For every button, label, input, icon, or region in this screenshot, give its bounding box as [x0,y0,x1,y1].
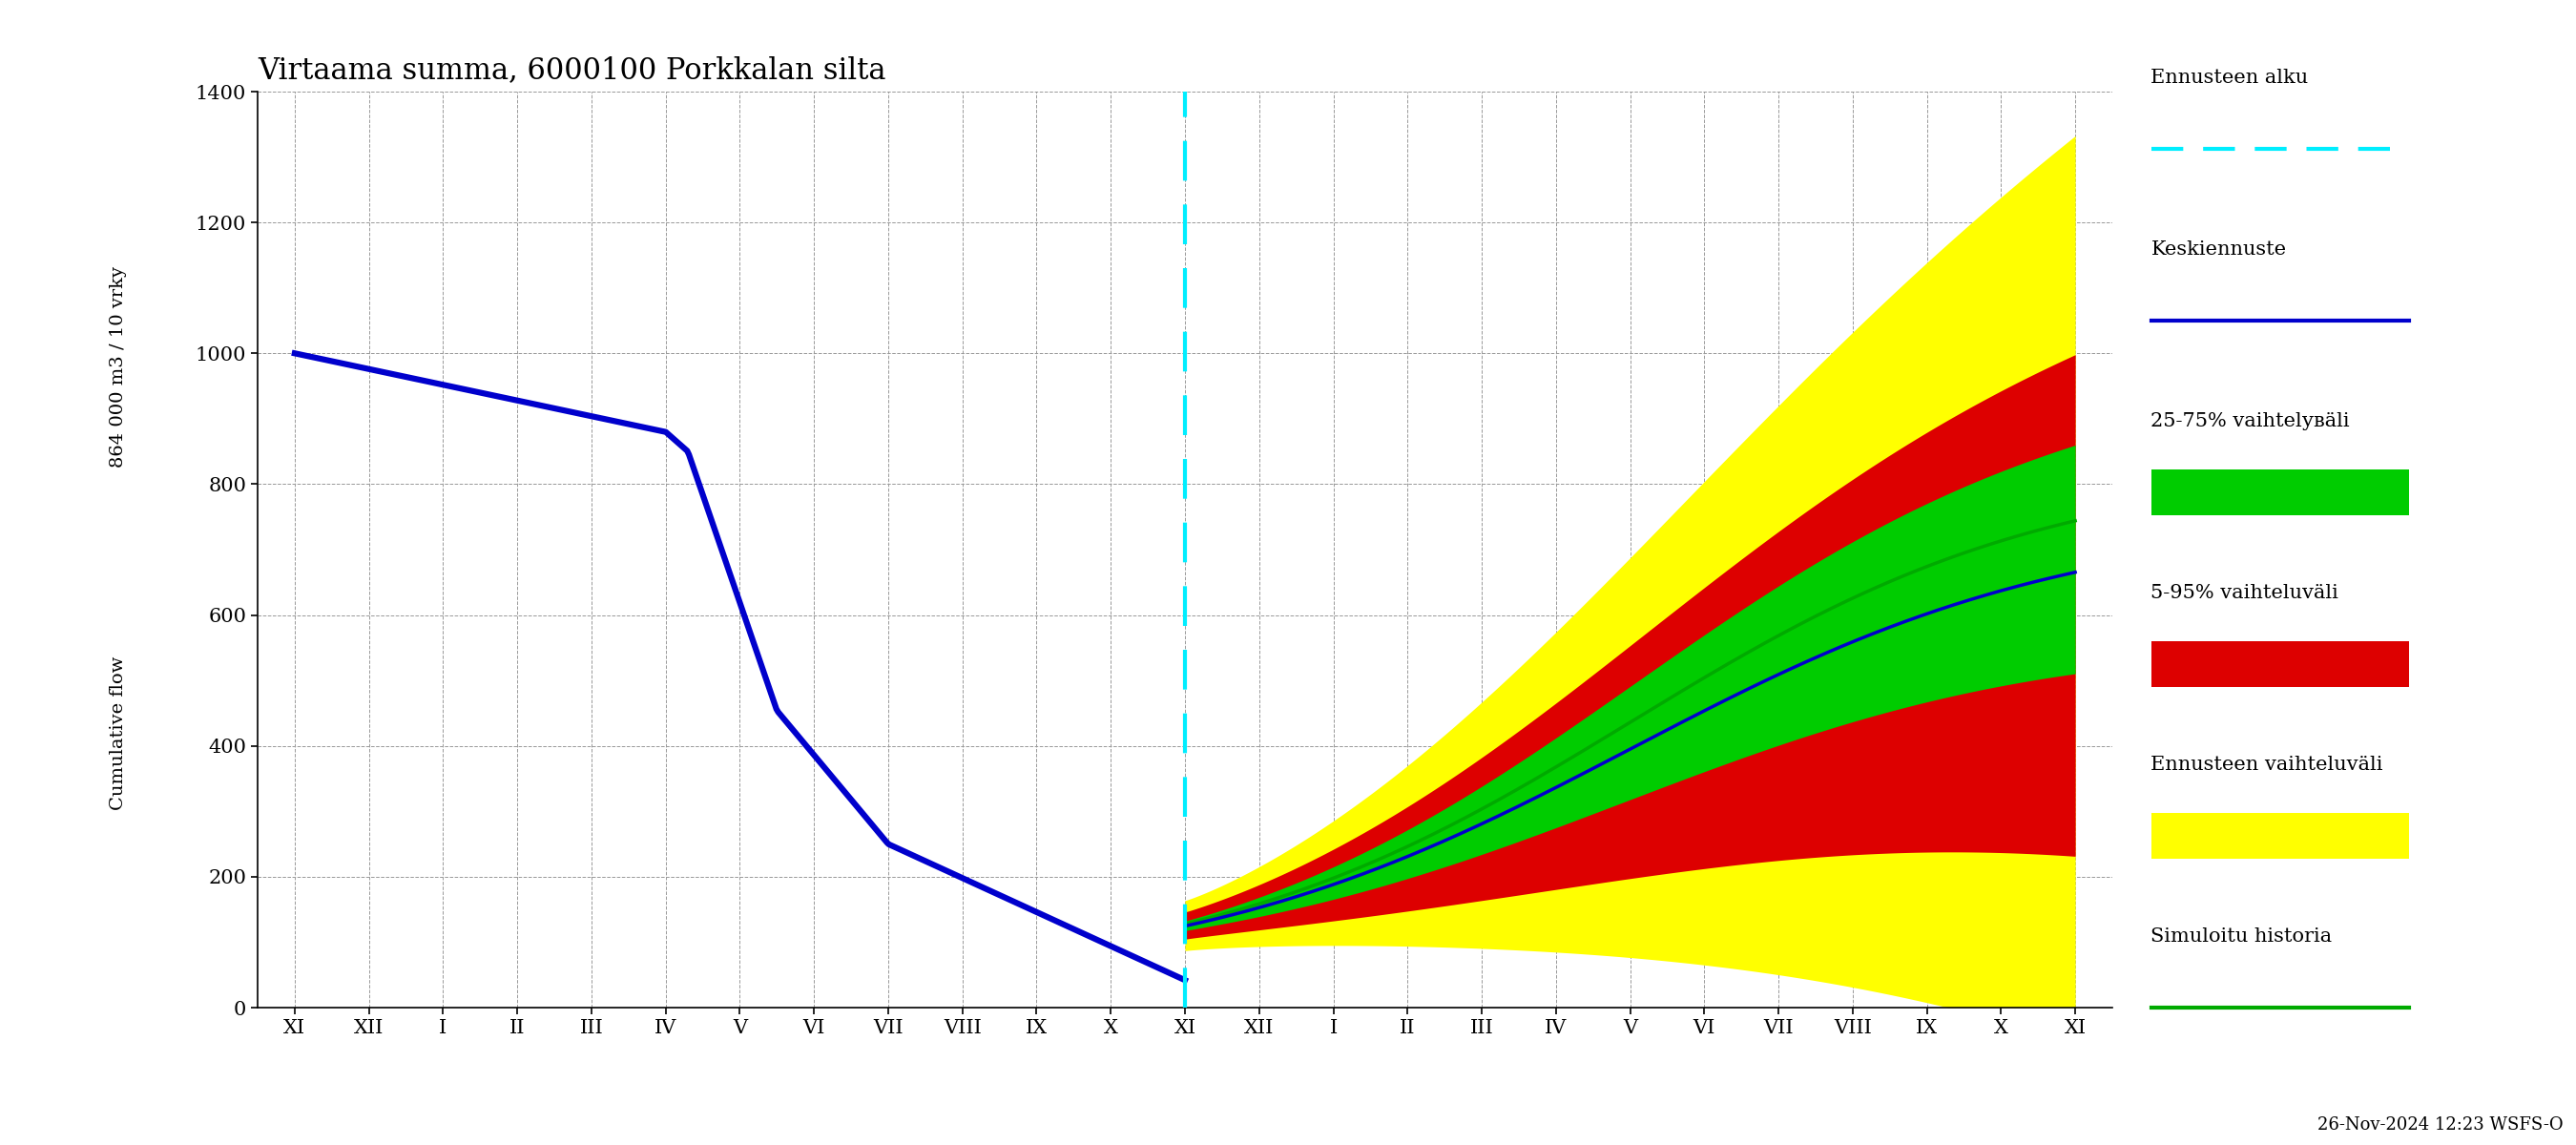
Text: 5-95% vaihteluväli: 5-95% vaihteluväli [2151,584,2339,602]
Text: Keskiennuste: Keskiennuste [2151,240,2287,259]
Text: Ennusteen vaihteluväli: Ennusteen vaihteluväli [2151,756,2383,774]
Text: 25-75% vaihtelувäli: 25-75% vaihtelувäli [2151,412,2349,431]
Text: Cumulative flow: Cumulative flow [111,656,126,810]
Text: 864 000 m3 / 10 vrky: 864 000 m3 / 10 vrky [111,266,126,467]
Text: 26-Nov-2024 12:23 WSFS-O: 26-Nov-2024 12:23 WSFS-O [2318,1116,2563,1134]
Text: Virtaama summa, 6000100 Porkkalan silta: Virtaama summa, 6000100 Porkkalan silta [258,55,886,85]
Text: Ennusteen alku: Ennusteen alku [2151,69,2308,87]
Text: Simuloitu historia: Simuloitu historia [2151,927,2331,946]
